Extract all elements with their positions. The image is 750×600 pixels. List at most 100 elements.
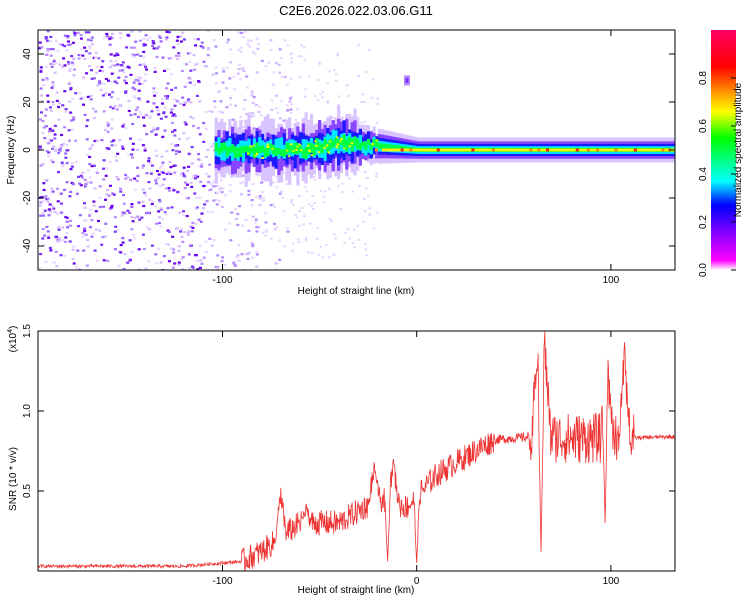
spectrogram-cell (39, 164, 43, 167)
spectrogram-cell (60, 133, 64, 137)
spectrogram-cell (237, 259, 241, 262)
spectrogram-cell (145, 68, 148, 71)
spectrogram-cell (134, 40, 138, 43)
spectrogram-cell (87, 45, 91, 48)
spectrogram-cell (152, 42, 156, 45)
spectrogram-cell (157, 113, 161, 116)
spectrogram-cell (106, 124, 110, 128)
spectrogram-cell (152, 128, 156, 131)
spectrogram-cell (39, 201, 43, 204)
spectrogram-cell (166, 68, 170, 71)
spectrogram-cell (203, 65, 207, 68)
spectrogram-cell (225, 66, 229, 69)
spectrogram-cell (195, 259, 199, 263)
spectrogram-cell (286, 109, 290, 112)
spectrogram-cell (204, 251, 208, 254)
spectrogram-cell (262, 197, 265, 200)
spectrogram-cell (82, 249, 86, 252)
spectrogram-cell (155, 154, 159, 157)
snr-x-tick-label: 100 (603, 576, 620, 587)
spectrogram-cell (280, 75, 284, 78)
spectrogram-cell (131, 156, 134, 159)
spectrogram-cell (85, 125, 89, 128)
spectrogram-cell (167, 170, 171, 174)
spectrogram-cell (44, 108, 48, 111)
spectrogram-cell (180, 69, 184, 73)
spectrogram-cell (297, 241, 300, 243)
spectrogram-cell (132, 46, 136, 49)
spectrogram-cell (127, 153, 131, 156)
spectrogram-cell (42, 244, 46, 247)
spectrogram-cell (129, 73, 133, 76)
spectrogram-cell (189, 181, 193, 184)
spectrogram-cell (251, 215, 255, 218)
spectrogram-cell (285, 142, 289, 155)
spectrogram-cell (328, 138, 333, 149)
spectrogram-cell (178, 211, 182, 214)
spectrogram-cell (326, 100, 330, 103)
spectrogram-cell (328, 256, 331, 259)
spectrogram-cell (347, 94, 351, 97)
spectrogram-cell (69, 111, 73, 114)
spectrogram-cell (196, 268, 200, 270)
spectrogram-cell (179, 230, 183, 233)
spectrogram-cell (367, 144, 371, 153)
spectrogram-cell (124, 127, 128, 130)
spectrogram-cell (214, 66, 218, 69)
spectrogram-cell (143, 149, 147, 152)
spectrogram-cell (71, 257, 75, 260)
spectrogram-cell (187, 229, 191, 233)
spectrogram-cell (234, 208, 237, 211)
spectrogram-cell (195, 94, 199, 97)
spectrogram-cell (217, 188, 221, 191)
spectrogram-cell (132, 95, 136, 98)
spectrogram-cell (239, 46, 243, 49)
spectrogram-cell (105, 35, 109, 38)
spectrogram-cell (110, 80, 114, 83)
spectrogram-cell (174, 152, 178, 156)
spectrogram-cell (274, 147, 278, 157)
spectrogram-cell (86, 238, 89, 241)
spectrogram-cell (330, 220, 333, 223)
spectrogram-cell (283, 75, 287, 79)
spectrogram-cell (165, 36, 169, 39)
spectrogram-cell (149, 172, 153, 175)
spectrogram-cell (150, 130, 154, 133)
spectrogram-cell (316, 99, 320, 102)
spectrogram-cell (380, 143, 384, 150)
spectrogram-cell (136, 174, 140, 178)
spectrogram-cell (357, 185, 361, 188)
spectrogram-cell (65, 231, 69, 235)
spectrogram-cell (243, 98, 247, 101)
spectrogram-cell (254, 218, 258, 221)
spectrogram-cell (153, 66, 157, 69)
spectrogram-cell (92, 164, 96, 167)
spectrogram-cell (298, 224, 301, 227)
spectrogram-cell (319, 189, 323, 192)
spectrogram-cell (335, 146, 338, 149)
spectrogram-cell (291, 52, 294, 55)
spectrogram-cell (136, 115, 140, 119)
spectrogram-cell (155, 91, 159, 94)
spectrogram-cell (170, 73, 173, 76)
spectrogram-cell (274, 62, 278, 65)
spectrogram-cell (121, 211, 125, 214)
spectrogram-cell (136, 79, 140, 82)
spectrogram-cell (45, 78, 49, 81)
spectrogram-cell (326, 142, 330, 153)
spectrogram-cell (39, 118, 42, 121)
spectrogram-cell (157, 45, 161, 48)
spectrogram-cell (39, 70, 43, 73)
spectrogram-cell (97, 219, 100, 223)
spectrogram-cell (247, 251, 251, 254)
spectrogram-cell (345, 139, 349, 152)
spectrogram-cell (346, 228, 349, 231)
spectrogram-cell (196, 38, 200, 41)
spectrogram-cell (67, 82, 71, 85)
spectrogram-cell (77, 175, 81, 178)
spectrogram-cell (49, 62, 53, 65)
spectrogram-cell (191, 117, 195, 120)
spectrogram-cell (189, 69, 193, 72)
spectrogram-cell (258, 197, 262, 200)
spectrogram-cell (130, 30, 134, 33)
